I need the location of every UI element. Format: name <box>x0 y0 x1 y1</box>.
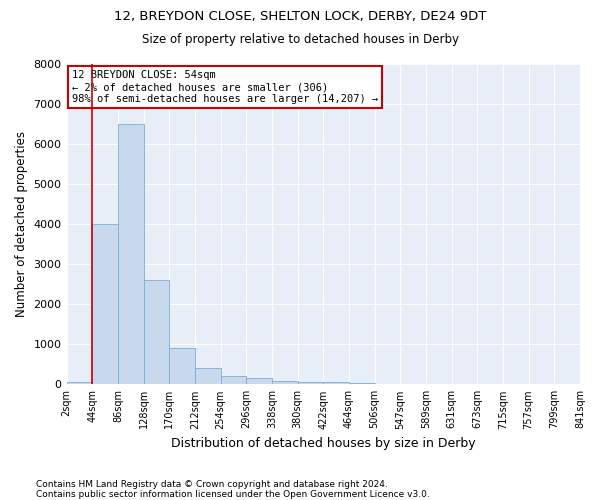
Bar <box>118 124 143 384</box>
Bar <box>246 378 272 384</box>
Bar <box>272 380 298 384</box>
Bar <box>143 280 169 384</box>
Bar <box>195 368 221 384</box>
Text: Contains HM Land Registry data © Crown copyright and database right 2024.: Contains HM Land Registry data © Crown c… <box>36 480 388 489</box>
Text: Size of property relative to detached houses in Derby: Size of property relative to detached ho… <box>142 32 458 46</box>
Text: 12, BREYDON CLOSE, SHELTON LOCK, DERBY, DE24 9DT: 12, BREYDON CLOSE, SHELTON LOCK, DERBY, … <box>114 10 486 23</box>
Bar <box>298 382 323 384</box>
Text: Contains public sector information licensed under the Open Government Licence v3: Contains public sector information licen… <box>36 490 430 499</box>
Y-axis label: Number of detached properties: Number of detached properties <box>15 131 28 317</box>
Text: 12 BREYDON CLOSE: 54sqm
← 2% of detached houses are smaller (306)
98% of semi-de: 12 BREYDON CLOSE: 54sqm ← 2% of detached… <box>71 70 378 104</box>
Bar <box>67 382 92 384</box>
Bar <box>221 376 246 384</box>
Bar <box>323 382 349 384</box>
Bar <box>169 348 195 384</box>
X-axis label: Distribution of detached houses by size in Derby: Distribution of detached houses by size … <box>171 437 476 450</box>
Bar <box>92 224 118 384</box>
